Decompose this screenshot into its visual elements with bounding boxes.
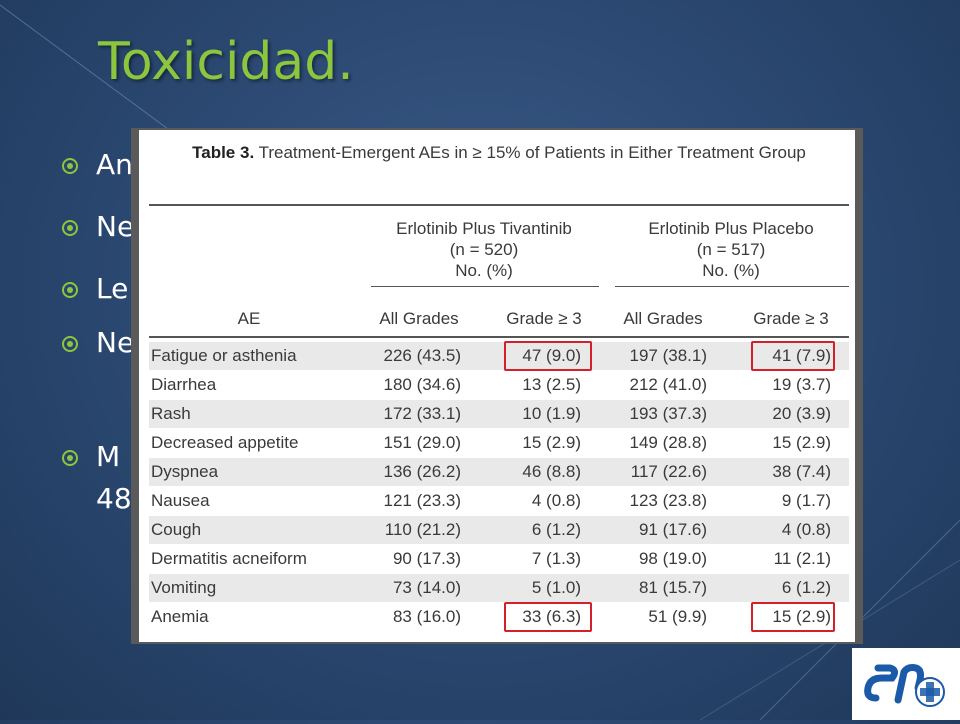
col-header-grade3-2: Grade ≥ 3 — [753, 309, 829, 328]
highlight-box — [751, 602, 835, 632]
value-cell: 51 (9.9) — [648, 607, 707, 626]
highlight-box — [751, 341, 835, 371]
table-row: Rash 172 (33.1) 10 (1.9) 193 (37.3) 20 (3.9) — [149, 400, 849, 428]
ae-table: Table 3. Treatment-Emergent AEs in ≥ 15%… — [149, 142, 849, 632]
table-row: Dermatitis acneiform 90 (17.3) 7 (1.3) 98 (… — [149, 545, 849, 573]
table-row: Decreased appetite 151 (29.0) 15 (2.9) 149 … — [149, 429, 849, 457]
value-cell: 98 (19.0) — [638, 549, 707, 568]
value-cell: 19 (3.7) — [772, 375, 831, 394]
table-row: Fatigue or asthenia 226 (43.5) 47 (9.0) 197… — [149, 342, 849, 370]
value-cell: 90 (17.3) — [392, 549, 461, 568]
slide-title: Toxicidad. — [98, 32, 354, 92]
value-cell: 7 (1.3) — [531, 549, 581, 568]
col-header-ae: AE — [237, 309, 261, 328]
table-row: Anemia 83 (16.0) 33 (6.3) 51 (9.9) 15 (2.9) — [149, 603, 849, 631]
ae-name-cell: Fatigue or asthenia — [151, 346, 297, 365]
group-header-placebo: Erlotinib Plus Placebo (n = 517) No. (%) — [648, 219, 814, 280]
ae-name-cell: Rash — [151, 404, 191, 423]
bullet-circle-icon — [62, 282, 78, 298]
group-header-tivantinib: Erlotinib Plus Tivantinib (n = 520) No. … — [396, 219, 572, 280]
header-bottom-rule — [149, 336, 849, 338]
value-cell: 110 (21.2) — [384, 520, 461, 539]
table-row: Vomiting 73 (14.0) 5 (1.0) 81 (15.7) 6 (1.2) — [149, 574, 849, 602]
bullet-circle-icon — [62, 220, 78, 236]
hospital-logo — [852, 648, 960, 720]
ae-name-cell: Vomiting — [151, 578, 217, 597]
value-cell: 212 (41.0) — [629, 375, 708, 394]
value-cell: 33 (6.3) — [522, 607, 581, 626]
value-cell: 121 (23.3) — [383, 491, 462, 510]
value-cell: 4 (0.8) — [531, 491, 581, 510]
table-row: Diarrhea 180 (34.6) 13 (2.5) 212 (41.0) 19 (… — [149, 371, 849, 399]
value-cell: 5 (1.0) — [531, 578, 581, 597]
value-cell: 81 (15.7) — [638, 578, 707, 597]
col-header-grade3-1: Grade ≥ 3 — [506, 309, 582, 328]
value-cell: 41 (7.9) — [772, 346, 831, 365]
table-top-rule — [149, 204, 849, 206]
ae-name-cell: Nausea — [151, 491, 210, 510]
ae-table-image: Table 3. Treatment-Emergent AEs in ≥ 15%… — [131, 128, 863, 644]
value-cell: 15 (2.9) — [522, 433, 581, 452]
highlight-box — [504, 602, 592, 632]
bullet-circle-icon — [62, 450, 78, 466]
value-cell: 73 (14.0) — [392, 578, 461, 597]
ae-name-cell: Anemia — [151, 607, 209, 626]
table-row: Dyspnea 136 (26.2) 46 (8.8) 117 (22.6) 38 (7… — [149, 458, 849, 486]
value-cell: 91 (17.6) — [638, 520, 707, 539]
value-cell: 11 (2.1) — [773, 549, 831, 568]
value-cell: 172 (33.1) — [383, 404, 462, 423]
value-cell: 226 (43.5) — [383, 346, 462, 365]
value-cell: 180 (34.6) — [383, 375, 462, 394]
ae-name-cell: Cough — [151, 520, 202, 539]
value-cell: 193 (37.3) — [629, 404, 708, 423]
col-header-all-grades-2: All Grades — [623, 309, 703, 328]
highlight-box — [504, 341, 592, 371]
value-cell: 136 (26.2) — [383, 462, 462, 481]
value-cell: 197 (38.1) — [629, 346, 708, 365]
ae-name-cell: Dermatitis acneiform — [151, 549, 307, 568]
value-cell: 83 (16.0) — [392, 607, 461, 626]
value-cell: 13 (2.5) — [522, 375, 581, 394]
value-cell: 4 (0.8) — [781, 520, 831, 539]
ae-name-cell: Dyspnea — [151, 462, 219, 481]
value-cell: 149 (28.8) — [629, 433, 708, 452]
group-rule-tivantinib — [371, 286, 599, 287]
value-cell: 46 (8.8) — [522, 462, 581, 481]
ae-name-cell: Diarrhea — [151, 375, 217, 394]
table-row: Nausea 121 (23.3) 4 (0.8) 123 (23.8) 9 (1.7) — [149, 487, 849, 515]
group-rule-placebo — [615, 286, 849, 287]
value-cell: 10 (1.9) — [522, 404, 581, 423]
value-cell: 9 (1.7) — [781, 491, 831, 510]
bullet-circle-icon — [62, 158, 78, 174]
value-cell: 47 (9.0) — [522, 346, 581, 365]
value-cell: 6 (1.2) — [531, 520, 581, 539]
table-caption: Table 3. Treatment-Emergent AEs in ≥ 15%… — [192, 143, 806, 162]
value-cell: 15 (2.9) — [772, 607, 831, 626]
bullet-circle-icon — [62, 336, 78, 352]
value-cell: 15 (2.9) — [772, 433, 831, 452]
hospital-logo-icon — [864, 664, 945, 707]
ae-name-cell: Decreased appetite — [151, 433, 299, 452]
value-cell: 123 (23.8) — [629, 491, 708, 510]
col-header-all-grades-1: All Grades — [379, 309, 459, 328]
value-cell: 6 (1.2) — [781, 578, 831, 597]
table-row: Cough 110 (21.2) 6 (1.2) 91 (17.6) 4 (0.8) — [149, 516, 849, 544]
value-cell: 151 (29.0) — [383, 433, 462, 452]
value-cell: 38 (7.4) — [772, 462, 831, 481]
value-cell: 117 (22.6) — [630, 462, 707, 481]
value-cell: 20 (3.9) — [772, 404, 831, 423]
